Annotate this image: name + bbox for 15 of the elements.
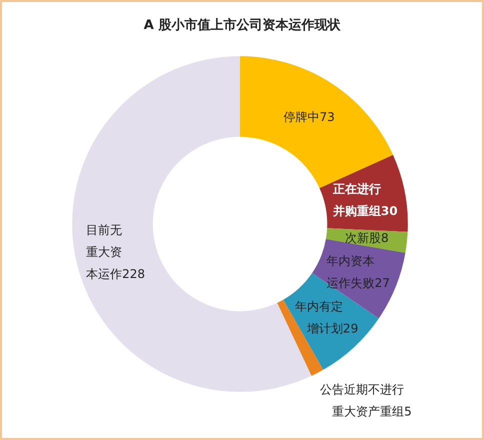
- slice-label: 停牌中: [284, 110, 320, 124]
- data-label: 29: [342, 322, 358, 336]
- slice-label: 目前无重大资本运作: [86, 222, 122, 281]
- data-label: 30: [380, 204, 398, 218]
- slice-label: 正在进行并购重组: [332, 182, 381, 218]
- slice-label: 次新股: [344, 230, 381, 245]
- data-label: 73: [320, 110, 335, 124]
- slice-label: 年内有定增计划: [294, 300, 343, 336]
- data-label: 8: [380, 230, 389, 245]
- chart-title: A 股小市值上市公司资本运作现状: [144, 17, 342, 33]
- data-label: 228: [122, 266, 145, 281]
- data-label: 27: [374, 276, 390, 290]
- slice-label: 年内资本运作失败: [326, 254, 375, 290]
- slice-label: 公告近期不进行重大资产重组: [320, 382, 404, 418]
- data-label: 5: [404, 404, 412, 418]
